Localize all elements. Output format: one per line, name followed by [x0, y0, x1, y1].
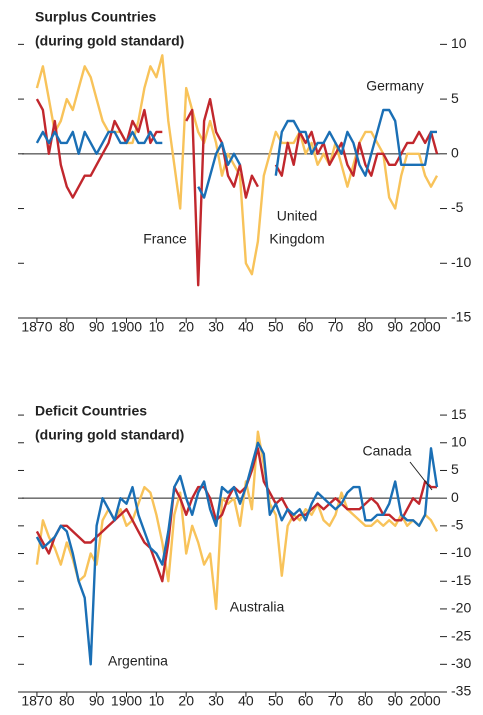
y-tick-label: -25	[451, 627, 471, 643]
x-tick-label: 90	[387, 319, 403, 335]
y-tick-label: 0	[451, 489, 459, 505]
x-tick-label: 70	[328, 693, 344, 709]
x-tick-label: 30	[208, 693, 224, 709]
x-tick-label: 10	[149, 693, 165, 709]
annotation: Australia	[230, 599, 285, 615]
series-line	[35, 54, 439, 276]
x-tick-label: 50	[268, 693, 284, 709]
chart-title: Surplus Countries	[35, 9, 157, 25]
x-tick-label: 10	[149, 319, 165, 335]
x-tick-label: 60	[298, 693, 314, 709]
annotation: Canada	[362, 443, 411, 459]
x-tick-label: 80	[59, 693, 75, 709]
y-tick-label: 10	[451, 35, 467, 51]
x-tick-label: 20	[178, 319, 194, 335]
chart-subtitle: (during gold standard)	[35, 33, 184, 49]
x-tick-label: 90	[387, 693, 403, 709]
x-tick-label: 1900	[111, 693, 142, 709]
y-tick-label: -5	[451, 199, 464, 215]
annotation: United	[277, 208, 317, 224]
x-tick-label: 40	[238, 693, 254, 709]
series-line	[35, 430, 439, 611]
annotation: Kingdom	[269, 231, 324, 247]
x-tick-label: 70	[328, 319, 344, 335]
annotation: France	[143, 231, 187, 247]
x-tick-label: 1870	[21, 693, 52, 709]
y-tick-label: -30	[451, 655, 471, 671]
annotation: Argentina	[108, 653, 168, 669]
y-tick-label: -15	[451, 572, 471, 588]
y-tick-label: -10	[451, 544, 471, 560]
x-tick-label: 2000	[409, 693, 440, 709]
x-tick-label: 90	[89, 693, 105, 709]
chart-title: Deficit Countries	[35, 403, 147, 419]
y-tick-label: 10	[451, 433, 467, 449]
x-tick-label: 80	[358, 693, 374, 709]
series-line	[35, 447, 437, 583]
x-tick-label: 1870	[21, 319, 52, 335]
x-tick-label: 30	[208, 319, 224, 335]
x-tick-label: 80	[59, 319, 75, 335]
y-tick-label: 5	[451, 461, 459, 477]
x-tick-label: 50	[268, 319, 284, 335]
x-tick-label: 60	[298, 319, 314, 335]
series-line	[35, 108, 437, 199]
y-tick-label: -35	[451, 683, 471, 699]
y-tick-label: -5	[451, 517, 464, 533]
y-tick-label: -15	[451, 309, 471, 325]
x-tick-label: 80	[358, 319, 374, 335]
x-tick-label: 20	[178, 693, 194, 709]
y-tick-label: 5	[451, 90, 459, 106]
x-tick-label: 1900	[111, 319, 142, 335]
annotation: Germany	[366, 78, 424, 94]
annotation-pointer	[409, 461, 433, 491]
y-tick-label: -20	[451, 600, 471, 616]
y-tick-label: 0	[451, 145, 459, 161]
x-tick-label: 40	[238, 319, 254, 335]
x-tick-label: 90	[89, 319, 105, 335]
y-tick-label: 15	[451, 406, 467, 422]
series-line	[35, 441, 439, 666]
x-tick-label: 2000	[409, 319, 440, 335]
chart-subtitle: (during gold standard)	[35, 427, 184, 443]
y-tick-label: -10	[451, 254, 471, 270]
series-line	[35, 97, 439, 287]
